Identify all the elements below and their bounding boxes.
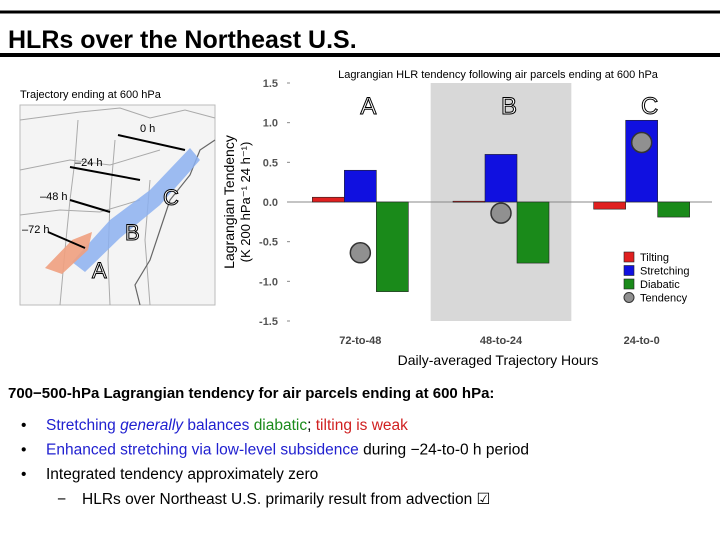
bullet-segment: tilting is weak bbox=[316, 417, 408, 434]
tendency-point bbox=[490, 202, 512, 224]
bullet-marker: • bbox=[21, 417, 26, 434]
bullet-segment: Integrated tendency approximately zero bbox=[46, 466, 318, 483]
y-tick-label: 1.0 bbox=[263, 118, 278, 130]
map-title: Trajectory ending at 600 hPa bbox=[20, 89, 162, 101]
legend-label: Tendency bbox=[640, 293, 688, 305]
bullet-marker: • bbox=[21, 466, 26, 483]
leader bbox=[69, 199, 111, 213]
bullet-segment: generally bbox=[120, 417, 184, 434]
bullet-segment: ; bbox=[307, 417, 316, 434]
x-tick-label: 72-to-48 bbox=[339, 335, 381, 347]
legend-label: Diabatic bbox=[640, 279, 680, 291]
tendency-point bbox=[349, 242, 372, 264]
region-label: A bbox=[92, 258, 107, 283]
coastline bbox=[134, 139, 216, 306]
y-tick-label: 1.5 bbox=[263, 78, 278, 90]
x-axis-title: Daily-averaged Trajectory Hours bbox=[398, 352, 599, 368]
y-tick-label: -1.5 bbox=[259, 316, 278, 328]
region-label: C bbox=[641, 93, 658, 120]
bullet-segment: Stretching bbox=[46, 417, 120, 434]
leader bbox=[47, 231, 86, 249]
bar bbox=[657, 201, 690, 218]
bullet-marker: − bbox=[57, 491, 66, 508]
tendency-point bbox=[630, 131, 653, 154]
bullet-segment: during −24-to-0 h period bbox=[359, 442, 529, 459]
leader bbox=[69, 166, 141, 181]
region-label: B bbox=[125, 220, 140, 245]
bar bbox=[376, 201, 409, 292]
bullets: • Stretching generally balances diabatic;… bbox=[21, 417, 529, 508]
legend-swatch bbox=[623, 292, 635, 303]
region-label: B bbox=[501, 93, 517, 120]
bar bbox=[516, 201, 550, 264]
chart-title: Lagrangian HLR tendency following air pa… bbox=[338, 69, 659, 81]
y-axis-title-line: (K 200 hPa⁻¹ 24 h⁻¹) bbox=[238, 142, 253, 263]
y-tick-label: 0.5 bbox=[263, 157, 278, 169]
region-label: A bbox=[360, 93, 376, 120]
y-tick-label: 0.0 bbox=[263, 197, 278, 209]
bullet-segment: diabatic bbox=[254, 417, 308, 434]
bullet-segment: balances bbox=[183, 417, 254, 434]
bar bbox=[593, 201, 626, 210]
legend-swatch bbox=[623, 278, 635, 290]
time-label: –48 h bbox=[40, 191, 68, 203]
x-tick-label: 48-to-24 bbox=[480, 335, 523, 347]
bar bbox=[484, 154, 518, 203]
bullet-text: Enhanced stretching via low-level subsid… bbox=[46, 442, 529, 459]
bullet-text: Stretching generally balances diabatic; … bbox=[46, 417, 408, 434]
heading: 700−500-hPa Lagrangian tendency for air … bbox=[8, 385, 494, 402]
bullet-segment: Enhanced stretching via low-level subsid… bbox=[46, 442, 359, 459]
bar bbox=[312, 196, 345, 203]
y-axis-title: Lagrangian Tendency (K 200 hPa⁻¹ 24 h⁻¹) bbox=[221, 135, 253, 269]
bar bbox=[452, 200, 486, 203]
bar bbox=[344, 169, 377, 203]
bullet-segment: HLRs over Northeast U.S. primarily resul… bbox=[82, 491, 490, 508]
y-tick-label: -0.5 bbox=[259, 237, 278, 249]
map: Trajectory ending at 600 hPa 0 h –24 h –… bbox=[19, 89, 216, 306]
bullet-marker: • bbox=[21, 442, 26, 459]
y-axis-title-line: Lagrangian Tendency bbox=[221, 135, 237, 269]
trajectory-band bbox=[72, 148, 200, 272]
time-label: 0 h bbox=[140, 123, 155, 135]
y-tick-label: -1.0 bbox=[259, 276, 278, 288]
legend-label: Tilting bbox=[640, 252, 669, 264]
bullet-text: HLRs over Northeast U.S. primarily resul… bbox=[82, 491, 490, 508]
time-label: –24 h bbox=[75, 157, 103, 169]
bullet-text: Integrated tendency approximately zero bbox=[46, 466, 318, 483]
x-tick-label: 24-to-0 bbox=[624, 335, 660, 347]
time-label: –72 h bbox=[22, 224, 50, 236]
legend-label: Stretching bbox=[640, 266, 690, 278]
trajectory-band-early bbox=[45, 232, 92, 274]
legend-swatch bbox=[623, 251, 635, 263]
map-frame bbox=[19, 104, 216, 306]
leader bbox=[117, 134, 186, 151]
slide-title: HLRs over the Northeast U.S. bbox=[8, 26, 357, 54]
region-label: C bbox=[163, 185, 179, 210]
legend-swatch bbox=[623, 265, 635, 276]
